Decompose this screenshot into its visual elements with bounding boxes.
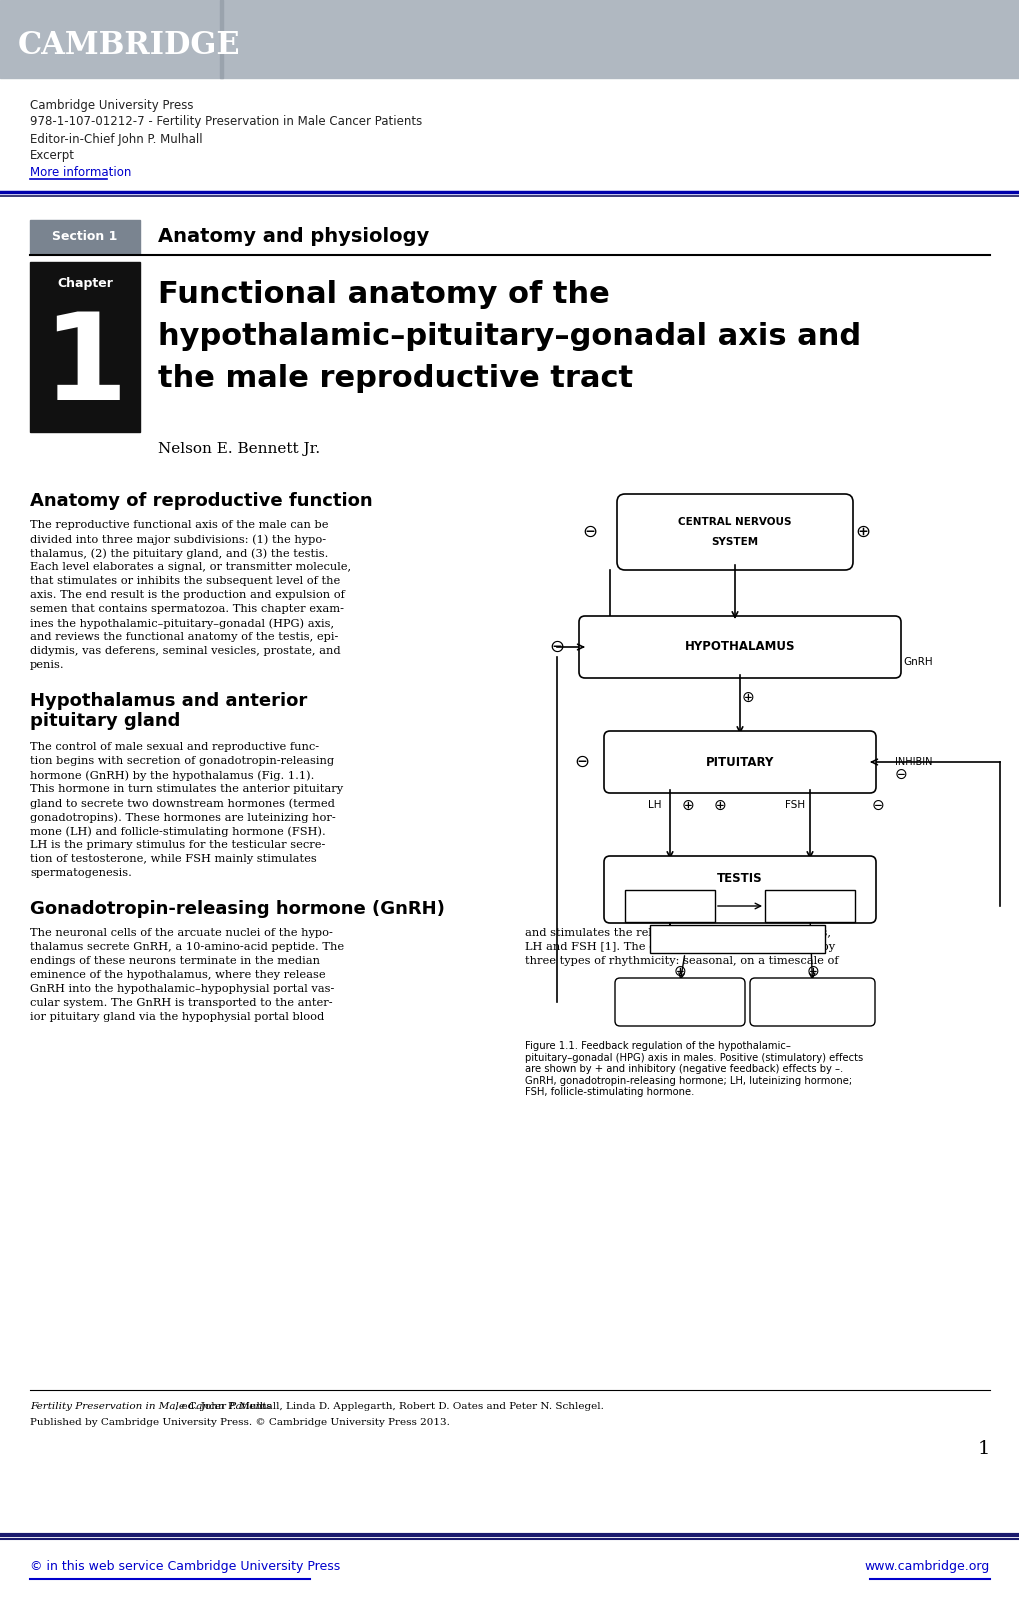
Text: ⊕: ⊕: [741, 689, 754, 704]
Text: thalamus secrete GnRH, a 10-amino-acid peptide. The: thalamus secrete GnRH, a 10-amino-acid p…: [30, 943, 343, 952]
Text: LH and FSH [1]. The output of GnRH is influenced by: LH and FSH [1]. The output of GnRH is in…: [525, 943, 835, 952]
Text: ⊕: ⊕: [681, 798, 694, 813]
Text: gland to secrete two downstream hormones (termed: gland to secrete two downstream hormones…: [30, 798, 334, 808]
Text: Each level elaborates a signal, or transmitter molecule,: Each level elaborates a signal, or trans…: [30, 563, 351, 572]
Text: SERTOLI
CELL: SERTOLI CELL: [790, 896, 828, 915]
Text: divided into three major subdivisions: (1) the hypo-: divided into three major subdivisions: (…: [30, 534, 326, 545]
Text: eminence of the hypothalamus, where they release: eminence of the hypothalamus, where they…: [30, 970, 325, 979]
Bar: [30, 220, 140, 253]
Text: This hormone in turn stimulates the anterior pituitary: This hormone in turn stimulates the ante…: [30, 784, 342, 793]
Text: The reproductive functional axis of the male can be: The reproductive functional axis of the …: [30, 519, 328, 531]
FancyBboxPatch shape: [603, 856, 875, 923]
Text: that stimulates or inhibits the subsequent level of the: that stimulates or inhibits the subseque…: [30, 575, 340, 587]
Text: Anatomy and physiology: Anatomy and physiology: [158, 228, 429, 247]
Text: and reviews the functional anatomy of the testis, epi-: and reviews the functional anatomy of th…: [30, 632, 338, 641]
Text: CENTRAL NERVOUS: CENTRAL NERVOUS: [678, 518, 791, 527]
Text: CAMBRIDGE: CAMBRIDGE: [18, 30, 240, 61]
Text: thalamus, (2) the pituitary gland, and (3) the testis.: thalamus, (2) the pituitary gland, and (…: [30, 548, 328, 558]
Text: HYPOTHALAMUS: HYPOTHALAMUS: [684, 641, 795, 654]
Text: Anatomy of reproductive function: Anatomy of reproductive function: [30, 492, 372, 510]
Text: hormone (GnRH) by the hypothalamus (Fig. 1.1).: hormone (GnRH) by the hypothalamus (Fig.…: [30, 769, 314, 781]
Text: LH: LH: [648, 800, 661, 810]
FancyBboxPatch shape: [579, 616, 900, 678]
Text: Spermatogenesis: Spermatogenesis: [769, 997, 854, 1007]
Text: endings of these neurons terminate in the median: endings of these neurons terminate in th…: [30, 955, 320, 967]
Bar: [220, 0, 223, 79]
Text: FSH: FSH: [785, 800, 804, 810]
Text: TESTOSTERONE: TESTOSTERONE: [694, 935, 780, 944]
Text: Nelson E. Bennett Jr.: Nelson E. Bennett Jr.: [158, 442, 320, 455]
Text: ⊖: ⊖: [871, 798, 883, 813]
Bar: [30, 261, 140, 431]
Text: More information: More information: [30, 167, 131, 180]
Text: 1: 1: [976, 1439, 989, 1459]
Text: Figure 1.1. Feedback regulation of the hypothalamic–
pituitary–gonadal (HPG) axi: Figure 1.1. Feedback regulation of the h…: [525, 1040, 862, 1098]
Bar: [649, 925, 824, 954]
Bar: [625, 890, 714, 922]
Text: Cambridge University Press: Cambridge University Press: [30, 98, 194, 112]
Text: ⊕: ⊕: [673, 963, 686, 978]
Text: spermatogenesis.: spermatogenesis.: [30, 867, 131, 878]
Text: tion begins with secretion of gonadotropin-releasing: tion begins with secretion of gonadotrop…: [30, 757, 334, 766]
Text: Hypothalamus and anterior: Hypothalamus and anterior: [30, 692, 307, 710]
Text: three types of rhythmicity: seasonal, on a timescale of: three types of rhythmicity: seasonal, on…: [525, 955, 838, 967]
Text: axis. The end result is the production and expulsion of: axis. The end result is the production a…: [30, 590, 344, 600]
Text: SYSTEM: SYSTEM: [710, 537, 758, 547]
Text: The neuronal cells of the arcuate nuclei of the hypo-: The neuronal cells of the arcuate nuclei…: [30, 928, 332, 938]
Text: © in this web service Cambridge University Press: © in this web service Cambridge Universi…: [30, 1560, 340, 1573]
Text: ⊖: ⊖: [894, 766, 907, 782]
Text: didymis, vas deferens, seminal vesicles, prostate, and: didymis, vas deferens, seminal vesicles,…: [30, 646, 340, 656]
Bar: [764, 890, 854, 922]
Text: semen that contains spermatozoa. This chapter exam-: semen that contains spermatozoa. This ch…: [30, 604, 343, 614]
Text: the male reproductive tract: the male reproductive tract: [158, 364, 633, 393]
FancyBboxPatch shape: [614, 978, 744, 1026]
FancyBboxPatch shape: [749, 978, 874, 1026]
Text: cular system. The GnRH is transported to the anter-: cular system. The GnRH is transported to…: [30, 999, 332, 1008]
Text: mone (LH) and follicle-stimulating hormone (FSH).: mone (LH) and follicle-stimulating hormo…: [30, 826, 325, 837]
Text: The control of male sexual and reproductive func-: The control of male sexual and reproduct…: [30, 742, 319, 752]
Text: ior pituitary gland via the hypophysial portal blood: ior pituitary gland via the hypophysial …: [30, 1011, 324, 1023]
Text: tion of testosterone, while FSH mainly stimulates: tion of testosterone, while FSH mainly s…: [30, 854, 317, 864]
Text: Editor-in-Chief John P. Mulhall: Editor-in-Chief John P. Mulhall: [30, 133, 203, 146]
Text: Gonadotropin-releasing hormone (GnRH): Gonadotropin-releasing hormone (GnRH): [30, 899, 444, 919]
Text: LEYDIG CELL: LEYDIG CELL: [640, 901, 699, 911]
Text: gonadotropins). These hormones are luteinizing hor-: gonadotropins). These hormones are lutei…: [30, 813, 335, 822]
Text: , ed. John P. Mulhall, Linda D. Applegarth, Robert D. Oates and Peter N. Schlege: , ed. John P. Mulhall, Linda D. Applegar…: [175, 1403, 603, 1411]
Bar: [0, 0, 1019, 79]
Text: Published by Cambridge University Press. © Cambridge University Press 2013.: Published by Cambridge University Press.…: [30, 1419, 449, 1427]
Text: GnRH: GnRH: [902, 657, 931, 667]
Text: ⊖: ⊖: [582, 523, 597, 540]
Text: INHIBIN: INHIBIN: [894, 757, 931, 766]
Text: Section 1: Section 1: [52, 231, 117, 244]
Text: TESTIS: TESTIS: [716, 872, 762, 885]
Text: and stimulates the release of the two gonadotropins,: and stimulates the release of the two go…: [525, 928, 830, 938]
Text: Chapter: Chapter: [57, 277, 113, 290]
Text: Functional anatomy of the: Functional anatomy of the: [158, 281, 609, 309]
Text: hypothalamic–pituitary–gonadal axis and: hypothalamic–pituitary–gonadal axis and: [158, 322, 860, 351]
Text: PITUITARY: PITUITARY: [705, 755, 773, 768]
Text: ⊕: ⊕: [805, 963, 818, 978]
Text: ⊖: ⊖: [549, 638, 564, 656]
Text: penis.: penis.: [30, 660, 64, 670]
Text: 978-1-107-01212-7 - Fertility Preservation in Male Cancer Patients: 978-1-107-01212-7 - Fertility Preservati…: [30, 115, 422, 128]
Text: LH is the primary stimulus for the testicular secre-: LH is the primary stimulus for the testi…: [30, 840, 325, 850]
Text: 1: 1: [43, 308, 127, 425]
Text: ines the hypothalamic–pituitary–gonadal (HPG) axis,: ines the hypothalamic–pituitary–gonadal …: [30, 619, 334, 628]
Text: ⊕: ⊕: [713, 798, 726, 813]
Text: pituitary gland: pituitary gland: [30, 712, 180, 729]
Text: ⊖: ⊖: [574, 753, 589, 771]
Text: Fertility Preservation in Male Cancer Patients: Fertility Preservation in Male Cancer Pa…: [30, 1403, 271, 1411]
Text: GnRH into the hypothalamic–hypophysial portal vas-: GnRH into the hypothalamic–hypophysial p…: [30, 984, 334, 994]
FancyBboxPatch shape: [603, 731, 875, 793]
Text: Excerpt: Excerpt: [30, 149, 75, 162]
Text: End Organ: End Organ: [649, 997, 710, 1007]
Text: ⊕: ⊕: [855, 523, 869, 540]
FancyBboxPatch shape: [616, 494, 852, 571]
Text: www.cambridge.org: www.cambridge.org: [864, 1560, 989, 1573]
